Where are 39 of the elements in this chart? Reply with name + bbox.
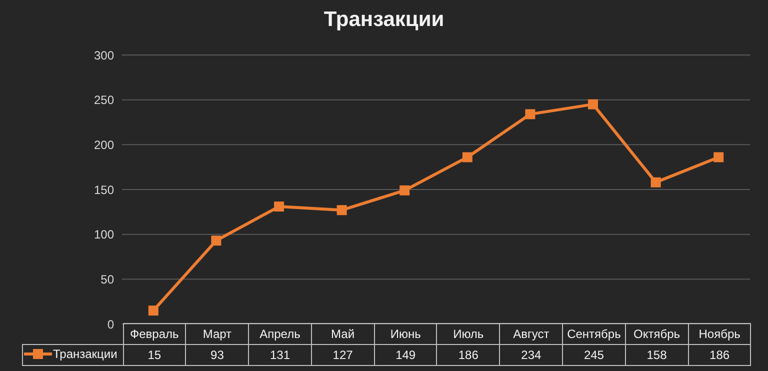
x-tick-label: Сентябрь: [562, 324, 626, 344]
chart-title: Транзакции: [322, 8, 446, 32]
x-tick-label: Июнь: [374, 324, 437, 344]
y-tick-label: 300: [94, 48, 114, 62]
x-tick-label: Март: [186, 324, 249, 344]
data-label: 186: [688, 344, 751, 366]
point: [588, 99, 598, 110]
point: [400, 185, 410, 196]
data-label: 127: [311, 344, 374, 366]
point: [211, 236, 222, 246]
data-label: 15: [123, 344, 186, 366]
data-label: 149: [374, 344, 437, 366]
data-label: 93: [186, 344, 249, 366]
y-tick-label: 50: [100, 272, 114, 286]
point: [650, 177, 661, 188]
y-tick-label: 250: [94, 93, 114, 108]
point: [336, 205, 347, 216]
point: [525, 109, 536, 120]
point: [462, 152, 472, 162]
data-label: 158: [625, 344, 688, 366]
x-tick-label: Апрель: [248, 324, 312, 344]
point: [714, 152, 724, 162]
point: [148, 306, 158, 316]
data-label: 234: [500, 344, 563, 366]
x-tick-label: Февраль: [123, 324, 186, 344]
x-tick-label: Октябрь: [625, 324, 688, 344]
data-label: 245: [562, 344, 626, 366]
y-tick-label: 150: [94, 182, 114, 197]
y-tick-label: 200: [94, 138, 114, 152]
data-label: 186: [436, 344, 500, 366]
y-tick-label: 100: [94, 228, 114, 242]
x-tick-label: Август: [500, 324, 563, 344]
point: [274, 202, 284, 212]
x-tick-label: Ноябрь: [688, 324, 751, 344]
data-label: 131: [248, 344, 312, 366]
x-tick-label: Май: [311, 324, 374, 344]
y-tick-label: 0: [107, 317, 114, 332]
x-tick-label: Июль: [436, 324, 500, 344]
legend-label: Транзакции: [53, 347, 118, 361]
